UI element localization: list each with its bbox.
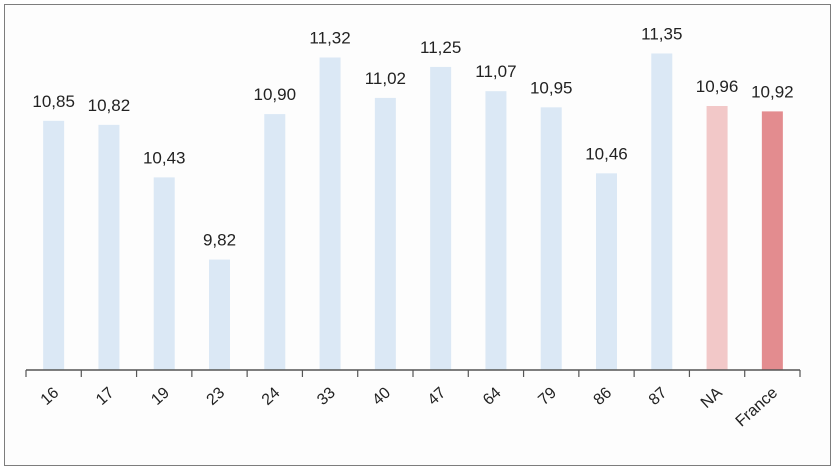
data-label-23: 9,82	[203, 231, 236, 250]
bar-64	[485, 91, 507, 371]
data-label-na: 10,96	[696, 77, 739, 96]
bar-79	[540, 107, 562, 371]
x-tick-label-40: 40	[369, 384, 394, 409]
x-tick-label-86: 86	[591, 384, 616, 409]
data-label-64: 11,07	[475, 62, 516, 81]
x-tick-label-33: 33	[314, 384, 339, 409]
x-tick-label-19: 19	[148, 384, 173, 409]
chart-frame	[4, 4, 831, 466]
data-label-47: 11,25	[420, 38, 461, 57]
bar-40	[374, 97, 396, 370]
bar-19	[153, 177, 175, 370]
data-label-86: 10,46	[585, 144, 628, 163]
bar-24	[264, 114, 286, 370]
x-tick-label-47: 47	[425, 384, 450, 409]
x-tick-label-23: 23	[204, 384, 229, 409]
x-tick-label-16: 16	[38, 384, 63, 409]
bar-33	[319, 57, 341, 371]
bar-na	[706, 106, 728, 370]
data-label-40: 11,02	[365, 69, 406, 88]
bar-86	[596, 173, 617, 370]
bar-16	[43, 120, 65, 370]
bar-france	[761, 111, 783, 370]
bar-47	[430, 66, 452, 370]
x-tick-label-24: 24	[259, 384, 284, 409]
data-label-france: 10,92	[751, 82, 794, 101]
x-tick-label-87: 87	[646, 384, 671, 409]
x-tick-label-79: 79	[535, 384, 560, 409]
x-tick-label-na: NA	[698, 384, 726, 412]
bar-87	[651, 53, 673, 370]
data-label-19: 10,43	[143, 148, 186, 167]
data-label-16: 10,85	[32, 92, 75, 111]
bar-23	[209, 259, 230, 370]
x-tick-label-france: France	[733, 384, 781, 430]
bar-17	[98, 124, 120, 370]
data-label-24: 10,90	[254, 85, 297, 104]
data-label-17: 10,82	[88, 96, 131, 115]
data-label-79: 10,95	[530, 78, 573, 97]
data-label-87: 11,35	[641, 24, 682, 43]
data-label-33: 11,32	[309, 29, 350, 48]
x-tick-label-64: 64	[480, 384, 505, 409]
x-tick-label-17: 17	[93, 384, 118, 409]
